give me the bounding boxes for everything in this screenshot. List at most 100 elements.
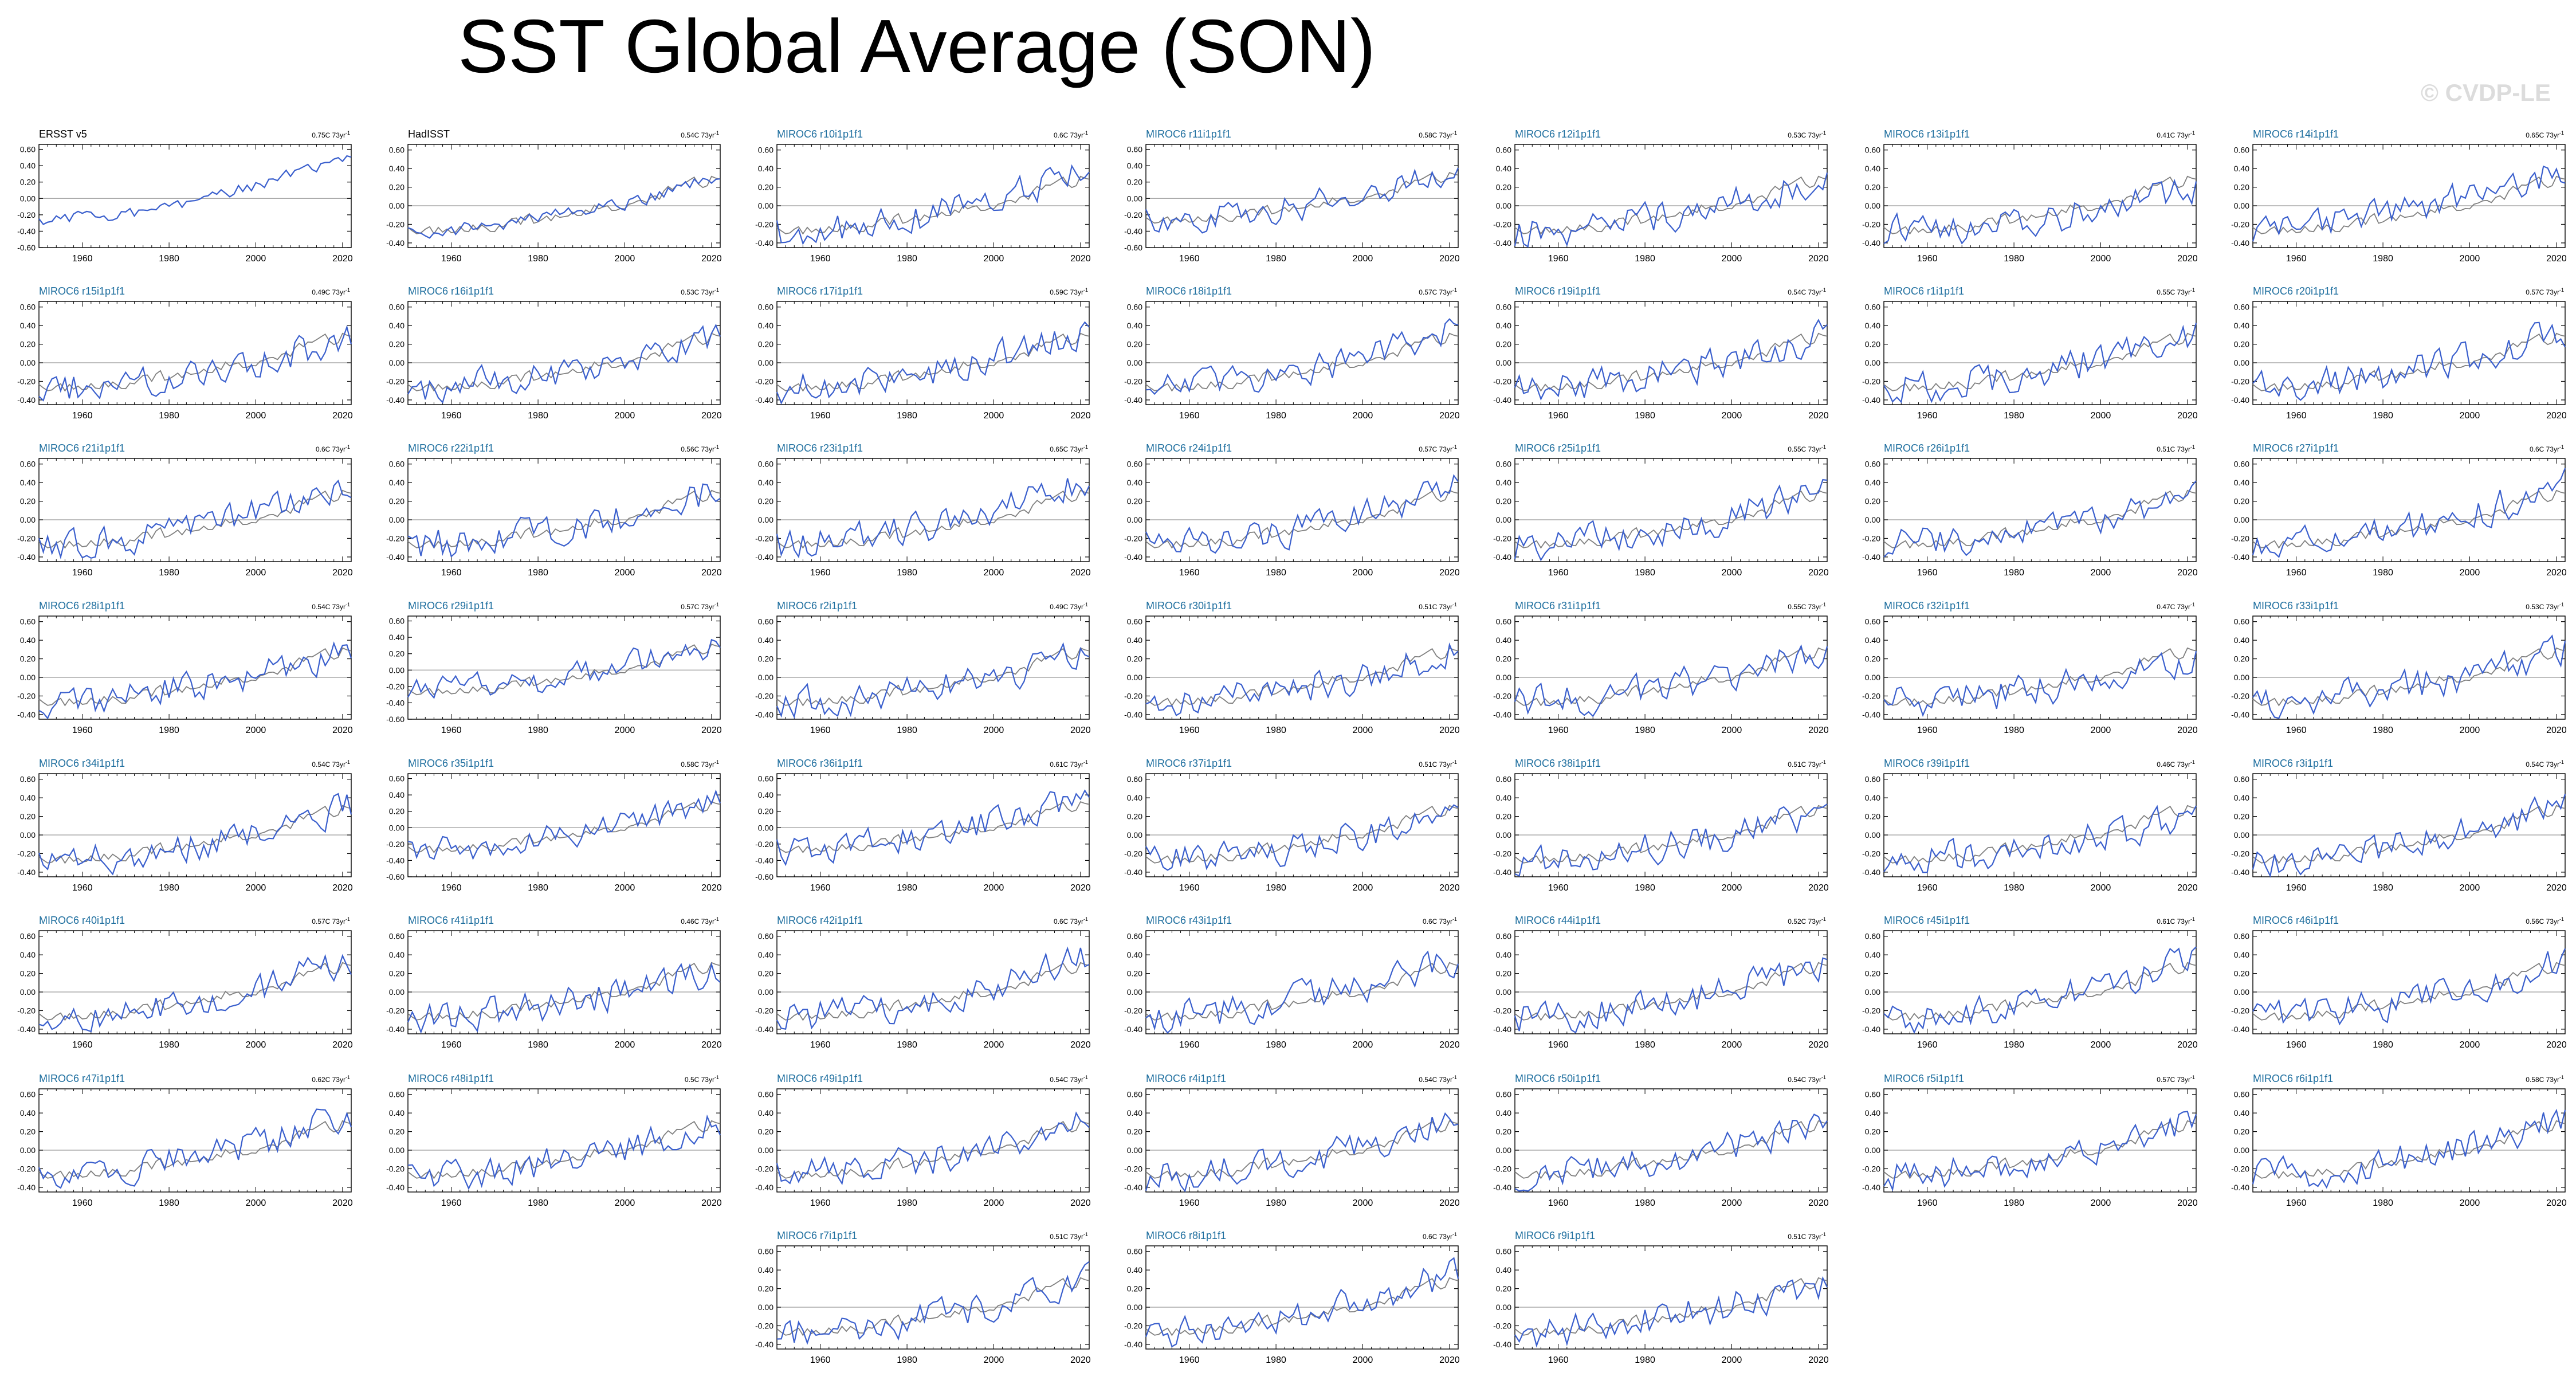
y-tick-label: -0.40 [386,552,405,562]
y-tick-label: 0.00 [389,823,405,832]
y-tick-label: 0.40 [758,1108,773,1117]
y-tick-label: -0.40 [755,1025,773,1034]
x-tick-label: 2000 [984,883,1004,893]
y-tick-label: 0.00 [389,515,405,524]
x-tick-label: 2000 [2460,1040,2480,1050]
panel-trend: 0.57C 73yr-1 [312,916,350,926]
y-tick-label: 0.40 [2234,950,2249,959]
obs-line [1883,647,2197,707]
panel-trend: 0.55C 73yr-1 [1788,602,1826,611]
x-tick-label: 2020 [2546,254,2567,264]
y-tick-label: -0.40 [17,710,36,719]
y-tick-label: 0.00 [1127,515,1142,524]
y-tick-label: 0.40 [20,636,36,645]
y-tick-label: 0.40 [1127,793,1142,802]
series-line [776,642,1090,719]
obs-line [1145,489,1459,549]
x-tick-label: 1980 [2004,1040,2024,1050]
x-tick-label: 2020 [2546,411,2567,421]
y-tick-label: 0.20 [1127,497,1142,506]
y-tick-label: -0.20 [755,691,773,700]
x-tick-label: 1980 [2004,726,2024,735]
panel-name: MIROC6 r32i1p1f1 [1884,600,1970,611]
x-tick-label: 1960 [2286,726,2307,735]
series-line [1883,480,2197,558]
x-tick-label: 2020 [2177,883,2198,893]
x-tick-label: 2000 [984,726,1004,735]
x-tick-label: 2000 [984,411,1004,421]
y-tick-label: -0.20 [386,840,405,849]
y-tick-label: 0.00 [1865,515,1880,524]
y-tick-label: 0.20 [1496,969,1511,978]
y-tick-label: 0.60 [2234,617,2249,626]
panel-name: MIROC6 r38i1p1f1 [1515,758,1601,769]
x-tick-label: 1980 [1635,1198,1655,1208]
y-tick-label: -0.20 [17,534,36,543]
series-line [407,789,721,861]
x-tick-label: 2020 [1439,411,1460,421]
panel-name: MIROC6 r3i1p1f1 [2253,758,2333,769]
x-tick-label: 2020 [1070,1198,1091,1208]
panel: MIROC6 r30i1p1f1 0.51C 73yr-1 0.60 0.40 0.20… [1124,600,1460,735]
obs-line [2252,175,2566,235]
y-tick-label: 0.40 [20,478,36,487]
y-tick-label: -0.40 [1862,395,1880,405]
obs-line [1145,1120,1459,1179]
y-tick-label: -0.40 [755,552,773,562]
y-tick-label: 0.40 [1127,478,1142,487]
y-tick-label: 0.20 [758,497,773,506]
panel-trend: 0.55C 73yr-1 [1788,444,1826,453]
series-line [1145,642,1459,716]
series-line [1145,804,1459,871]
panel-name: MIROC6 r28i1p1f1 [39,600,125,611]
x-tick-label: 2000 [2091,883,2111,893]
x-tick-label: 2000 [1722,1040,1742,1050]
y-tick-label: 0.40 [389,633,405,642]
panel-trend: 0.75C 73yr-1 [312,130,350,139]
y-tick-label: 0.60 [1127,460,1142,469]
panel: MIROC6 r14i1p1f1 0.65C 73yr-1 0.60 0.40 0.20… [2231,128,2567,264]
panel-name: MIROC6 r37i1p1f1 [1146,758,1232,769]
x-tick-label: 2020 [2177,411,2198,421]
y-tick-label: 0.20 [1127,178,1142,187]
y-tick-label: 0.20 [389,183,405,192]
x-tick-label: 2000 [615,411,635,421]
y-tick-label: 0.20 [1496,340,1511,349]
x-tick-label: 1960 [2286,254,2307,264]
panel-trend: 0.54C 73yr-1 [1419,1075,1457,1084]
y-tick-label: 0.20 [1496,1127,1511,1136]
panel: HadISST 0.54C 73yr-1 0.60 0.40 0.20 0.00 -0.20… [386,128,722,264]
y-tick-label: -0.40 [2231,1183,2249,1192]
y-tick-label: -0.20 [755,377,773,386]
panel: MIROC6 r12i1p1f1 0.53C 73yr-1 0.60 0.40 0.20… [1493,128,1829,264]
panel-trend: 0.57C 73yr-1 [681,602,719,611]
y-tick-label: -0.40 [1124,868,1142,877]
y-tick-label: 0.20 [20,340,36,349]
x-tick-label: 1980 [1266,1198,1286,1208]
y-tick-label: 0.20 [758,1127,773,1136]
y-tick-label: 0.00 [389,1146,405,1155]
y-tick-label: 0.00 [389,201,405,210]
series-line [38,1108,352,1189]
x-tick-label: 2000 [246,1198,266,1208]
panel: MIROC6 r21i1p1f1 0.6C 73yr-1 0.60 0.40 0.20 0… [17,442,353,578]
panel-trend: 0.57C 73yr-1 [1419,287,1457,296]
x-tick-label: 2020 [701,568,722,578]
y-tick-label: 0.00 [1127,358,1142,367]
series-line [407,962,721,1034]
series-line [1883,805,2197,873]
y-tick-label: -0.20 [386,1164,405,1173]
x-tick-label: 2000 [2091,411,2111,421]
y-tick-label: 0.40 [389,950,405,959]
y-tick-label: -0.20 [1493,1164,1511,1173]
panel-trend: 0.52C 73yr-1 [1788,916,1826,926]
x-tick-label: 2020 [1070,1040,1091,1050]
y-tick-label: 0.60 [1865,775,1880,784]
x-tick-label: 1980 [1266,1040,1286,1050]
x-tick-label: 2020 [1439,568,1460,578]
y-tick-label: 0.40 [2234,164,2249,173]
panel: MIROC6 r33i1p1f1 0.53C 73yr-1 0.60 0.40 0.20… [2231,600,2567,735]
x-tick-label: 2000 [246,883,266,893]
y-tick-label: 0.20 [1865,654,1880,664]
